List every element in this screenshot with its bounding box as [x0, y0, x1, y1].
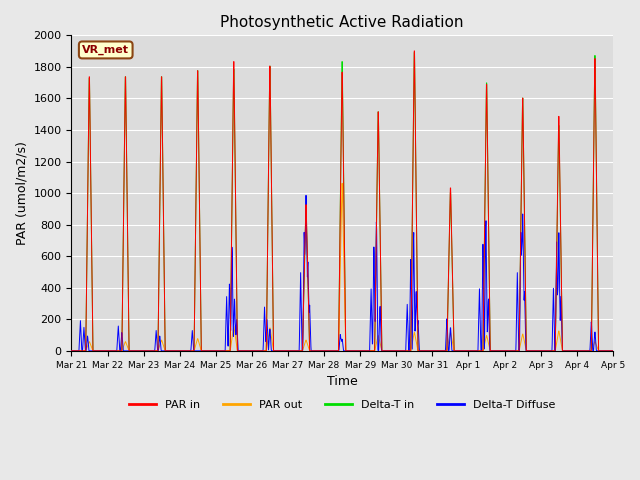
X-axis label: Time: Time — [327, 375, 358, 388]
Title: Photosynthetic Active Radiation: Photosynthetic Active Radiation — [220, 15, 464, 30]
Legend: PAR in, PAR out, Delta-T in, Delta-T Diffuse: PAR in, PAR out, Delta-T in, Delta-T Dif… — [124, 396, 560, 415]
Text: VR_met: VR_met — [82, 45, 129, 55]
Y-axis label: PAR (umol/m2/s): PAR (umol/m2/s) — [15, 141, 28, 245]
